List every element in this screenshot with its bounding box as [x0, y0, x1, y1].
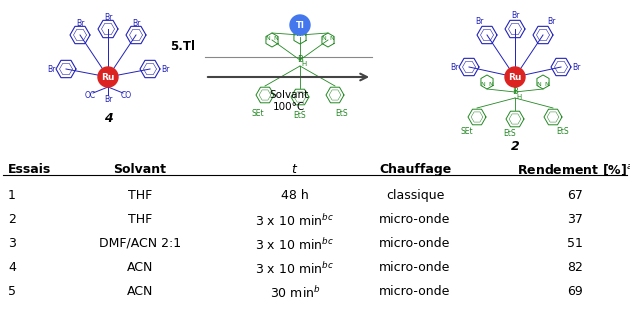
Text: 30 min$^{b}$: 30 min$^{b}$: [270, 285, 321, 301]
Text: 48 h: 48 h: [281, 189, 309, 202]
Text: B: B: [512, 87, 518, 96]
Text: CO: CO: [120, 91, 132, 100]
Text: H: H: [301, 61, 307, 67]
Text: Br: Br: [511, 11, 519, 20]
Text: 5: 5: [8, 285, 16, 298]
Circle shape: [290, 15, 310, 35]
Text: N: N: [302, 33, 306, 38]
Text: Ru: Ru: [101, 73, 115, 82]
Text: 2: 2: [511, 140, 519, 153]
Text: N: N: [508, 79, 513, 85]
Text: 3 x 10 min$^{bc}$: 3 x 10 min$^{bc}$: [255, 237, 335, 253]
Text: Br: Br: [450, 63, 458, 72]
Text: 51: 51: [567, 237, 583, 250]
Text: micro-onde: micro-onde: [379, 261, 450, 274]
Text: micro-onde: micro-onde: [379, 213, 450, 226]
Text: EtS: EtS: [294, 110, 306, 119]
Text: EtS: EtS: [504, 130, 517, 139]
Circle shape: [98, 67, 118, 87]
Text: 69: 69: [567, 285, 583, 298]
Text: Br: Br: [475, 17, 483, 26]
Text: Solvant: Solvant: [113, 163, 166, 176]
Text: SEt: SEt: [252, 108, 265, 117]
Text: EtS: EtS: [336, 108, 348, 117]
Text: 5.Tl: 5.Tl: [170, 41, 195, 54]
Text: Br: Br: [104, 95, 112, 104]
Text: SEt: SEt: [461, 127, 473, 136]
Text: 37: 37: [567, 213, 583, 226]
Text: micro-onde: micro-onde: [379, 285, 450, 298]
Text: Tl: Tl: [295, 20, 304, 29]
Text: N: N: [273, 36, 278, 41]
Text: 4: 4: [8, 261, 16, 274]
Text: 1: 1: [8, 189, 16, 202]
Text: Br: Br: [572, 63, 580, 72]
Text: 4: 4: [103, 113, 112, 126]
Text: Rendement [%]$^a$: Rendement [%]$^a$: [517, 163, 630, 178]
Circle shape: [505, 67, 525, 87]
Text: ACN: ACN: [127, 285, 153, 298]
Text: B: B: [297, 55, 303, 64]
Text: $\mathit{t}$: $\mathit{t}$: [291, 163, 299, 176]
Text: Br: Br: [161, 64, 169, 73]
Text: THF: THF: [128, 213, 152, 226]
Text: H: H: [517, 94, 522, 100]
Text: N: N: [544, 82, 549, 86]
Text: 82: 82: [567, 261, 583, 274]
Text: Solvant: Solvant: [269, 90, 308, 100]
Text: 2: 2: [8, 213, 16, 226]
Text: N: N: [489, 82, 493, 86]
Text: N: N: [537, 82, 541, 86]
Text: N: N: [517, 79, 522, 85]
Text: THF: THF: [128, 189, 152, 202]
Text: Br: Br: [76, 19, 84, 28]
Text: ACN: ACN: [127, 261, 153, 274]
Text: Chauffage: Chauffage: [379, 163, 451, 176]
Text: Br: Br: [104, 12, 112, 21]
Text: N: N: [266, 36, 270, 41]
Text: N: N: [294, 33, 299, 38]
Text: OC: OC: [84, 91, 96, 100]
Text: EtS: EtS: [557, 127, 570, 136]
Text: Essais: Essais: [8, 163, 51, 176]
Text: N: N: [329, 36, 335, 41]
Text: N: N: [322, 36, 326, 41]
Text: 67: 67: [567, 189, 583, 202]
Text: DMF/ACN 2:1: DMF/ACN 2:1: [99, 237, 181, 250]
Text: 3: 3: [8, 237, 16, 250]
Text: 3 x 10 min$^{bc}$: 3 x 10 min$^{bc}$: [255, 213, 335, 229]
Text: Br: Br: [47, 64, 55, 73]
Text: N: N: [481, 82, 485, 86]
Text: micro-onde: micro-onde: [379, 237, 450, 250]
Text: 3 x 10 min$^{bc}$: 3 x 10 min$^{bc}$: [255, 261, 335, 277]
Text: classique: classique: [386, 189, 444, 202]
Text: Br: Br: [132, 19, 140, 28]
Text: 100°C: 100°C: [272, 102, 305, 112]
Text: Br: Br: [547, 17, 555, 26]
Text: Ru: Ru: [508, 73, 522, 82]
